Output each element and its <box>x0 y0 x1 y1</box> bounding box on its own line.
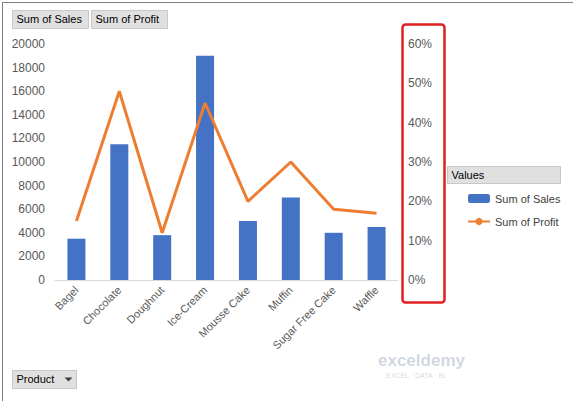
svg-text:exceldemy: exceldemy <box>378 351 465 370</box>
svg-text:14000: 14000 <box>12 108 46 122</box>
svg-text:6000: 6000 <box>18 202 45 216</box>
svg-text:Chocolate: Chocolate <box>80 284 123 327</box>
svg-text:10000: 10000 <box>12 155 46 169</box>
svg-text:Muffin: Muffin <box>266 284 295 313</box>
svg-text:20000: 20000 <box>12 37 46 51</box>
svg-text:Ice-Cream: Ice-Cream <box>165 284 210 329</box>
svg-text:50%: 50% <box>408 76 432 90</box>
svg-text:4000: 4000 <box>18 226 45 240</box>
svg-text:Sum of Sales: Sum of Sales <box>17 13 83 25</box>
svg-text:Doughnut: Doughnut <box>124 284 166 326</box>
svg-text:Sum of Profit: Sum of Profit <box>495 216 559 228</box>
svg-text:2000: 2000 <box>18 249 45 263</box>
svg-text:EXCEL · DATA · BI: EXCEL · DATA · BI <box>386 372 445 379</box>
svg-text:12000: 12000 <box>12 131 46 145</box>
svg-text:20%: 20% <box>408 194 432 208</box>
svg-text:Bagel: Bagel <box>52 284 80 312</box>
svg-text:Sum of Sales: Sum of Sales <box>495 193 561 205</box>
svg-text:8000: 8000 <box>18 179 45 193</box>
svg-text:16000: 16000 <box>12 84 46 98</box>
svg-text:Sugar Free Cake: Sugar Free Cake <box>270 284 338 352</box>
svg-text:30%: 30% <box>408 155 432 169</box>
svg-text:18000: 18000 <box>12 61 46 75</box>
svg-text:0%: 0% <box>408 273 426 287</box>
svg-text:40%: 40% <box>408 116 432 130</box>
svg-text:Values: Values <box>452 169 485 181</box>
svg-text:Sum of Profit: Sum of Profit <box>96 13 160 25</box>
svg-text:60%: 60% <box>408 37 432 51</box>
svg-text:0: 0 <box>38 273 45 287</box>
svg-text:Waffle: Waffle <box>351 284 381 314</box>
svg-text:10%: 10% <box>408 234 432 248</box>
svg-text:Mousse Cake: Mousse Cake <box>196 284 252 340</box>
svg-text:Product: Product <box>17 373 55 385</box>
